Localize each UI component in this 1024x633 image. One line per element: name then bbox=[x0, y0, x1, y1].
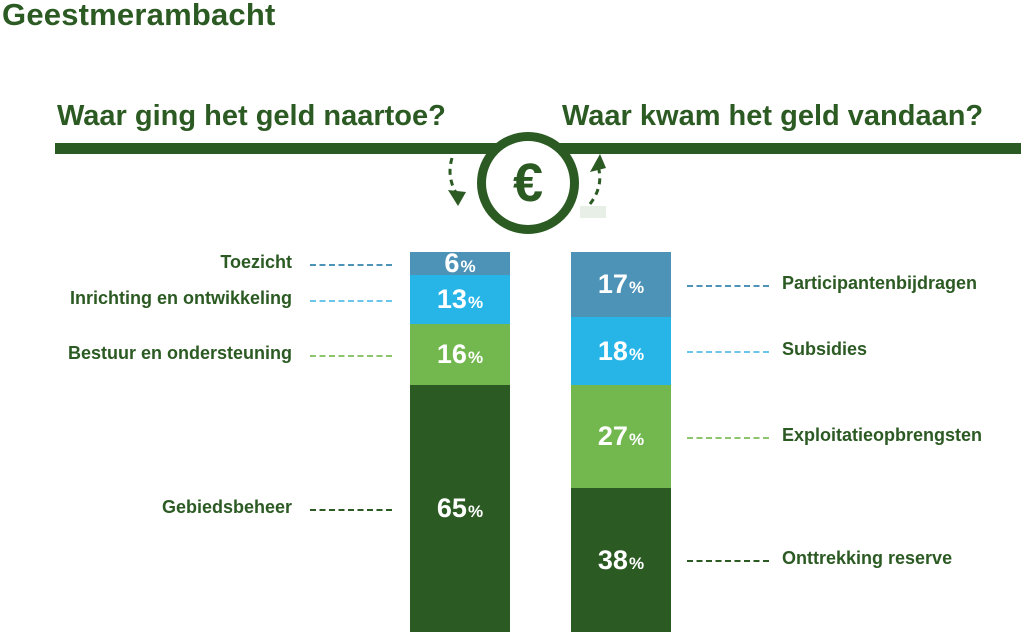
data-label: 27 bbox=[597, 421, 628, 451]
category-label: Exploitatieopbrengsten bbox=[782, 424, 983, 445]
page-title: Geestmerambacht bbox=[2, 0, 276, 32]
percent-sign: % bbox=[460, 257, 476, 276]
data-label: 17 bbox=[597, 269, 628, 299]
heading-expenses: Waar ging het geld naartoe? bbox=[57, 100, 446, 132]
leader-line bbox=[310, 299, 392, 302]
category-label: Toezicht bbox=[220, 251, 292, 272]
percent-sign: % bbox=[628, 278, 645, 297]
leader-line bbox=[687, 436, 769, 439]
category-label: Gebiedsbeheer bbox=[161, 496, 292, 517]
bar-segment-1-4: 65% bbox=[410, 385, 510, 632]
percent-sign: % bbox=[628, 553, 645, 573]
data-label: 16 bbox=[436, 339, 467, 369]
arrow-up-icon bbox=[590, 154, 606, 172]
euro-icon: € bbox=[477, 132, 579, 234]
bar-segment-2-2: 18% bbox=[571, 317, 671, 385]
bar-segment-2-1: 17% bbox=[571, 252, 671, 317]
decorative-mark bbox=[580, 206, 606, 218]
leader-line bbox=[687, 351, 769, 353]
category-label: Onttrekking reserve bbox=[782, 548, 953, 568]
data-label: 65 bbox=[436, 493, 467, 523]
category-label: Bestuur en ondersteuning bbox=[67, 342, 292, 363]
category-label: Subsidies bbox=[782, 339, 868, 359]
data-label: 18 bbox=[597, 335, 628, 366]
percent-sign: % bbox=[628, 430, 645, 449]
category-label: Participantenbijdragen bbox=[782, 272, 978, 293]
leader-line bbox=[310, 354, 392, 357]
leader-line bbox=[310, 508, 392, 511]
percent-sign: % bbox=[467, 293, 484, 312]
data-label: 38 bbox=[597, 544, 628, 575]
percent-sign: % bbox=[467, 502, 484, 521]
heading-income: Waar kwam het geld vandaan? bbox=[562, 100, 984, 132]
percent-sign: % bbox=[628, 344, 645, 364]
category-label: Inrichting en ontwikkeling bbox=[69, 287, 292, 308]
bar-segment-1-2: 13% bbox=[410, 275, 510, 324]
bar-segment-2-3: 27% bbox=[571, 385, 671, 488]
leader-line bbox=[310, 263, 392, 266]
data-label: 13 bbox=[436, 284, 467, 314]
bar-segment-1-3: 16% bbox=[410, 324, 510, 385]
data-label: 6 bbox=[444, 248, 460, 278]
percent-sign: % bbox=[467, 348, 484, 367]
leader-line bbox=[687, 284, 769, 287]
leader-line bbox=[687, 560, 769, 562]
bar-segment-2-4: 38% bbox=[571, 488, 671, 632]
arrow-down-icon bbox=[448, 190, 466, 206]
bar-segment-1-1: 6% bbox=[410, 248, 510, 278]
